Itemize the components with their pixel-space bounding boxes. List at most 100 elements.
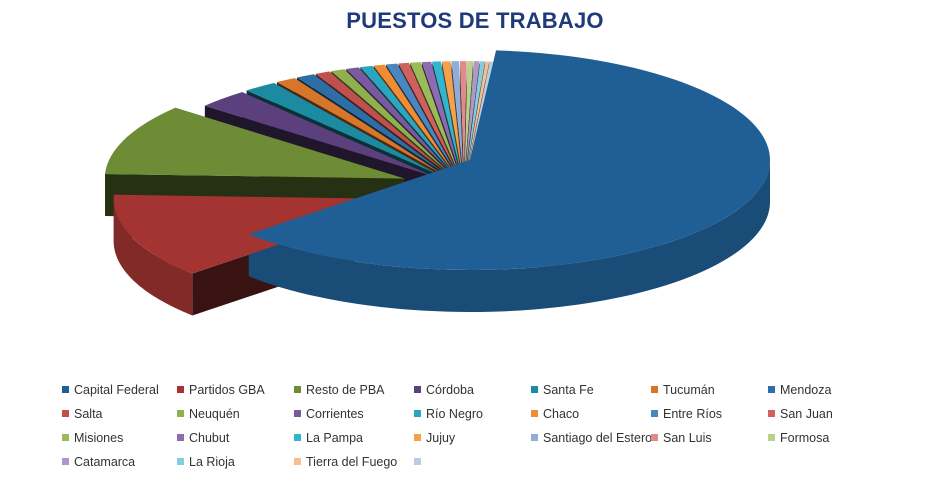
pie-slice-san-juan [398, 62, 457, 172]
pie-slice-neuquén [331, 69, 449, 173]
legend-swatch [414, 458, 421, 466]
pie-slice-santa-fe [246, 83, 439, 175]
legend-swatch [414, 386, 421, 394]
legend-item-mendoza: Mendoza [768, 382, 831, 398]
legend-swatch [177, 434, 184, 442]
legend-label: Formosa [780, 431, 830, 445]
pie-slice-catamarca [465, 61, 480, 172]
legend-item-santiago-del-estero: Santiago del Estero [531, 430, 652, 446]
legend-swatch [414, 410, 421, 418]
legend-item-misiones: Misiones [62, 430, 123, 446]
legend-swatch [531, 434, 538, 442]
legend-item-san-juan: San Juan [768, 406, 833, 422]
legend-item-la-rioja: La Rioja [177, 454, 235, 470]
pie-slice-mendoza [296, 74, 445, 174]
legend-label: Chubut [189, 431, 230, 445]
pie-slice-entre-ríos [386, 63, 456, 172]
pie-wall-partidos-gba-0 [113, 199, 193, 316]
legend-item-neuquén: Neuquén [177, 406, 240, 422]
legend-label: Santa Fe [543, 383, 594, 397]
legend-label: Mendoza [780, 383, 832, 397]
legend-item-formosa: Formosa [768, 430, 829, 446]
legend-label: Salta [74, 407, 103, 421]
pie-slice-chubut [421, 61, 460, 172]
pie-slice-resto-de-pba [105, 107, 405, 179]
legend-label: Santiago del Estero [543, 431, 653, 445]
pie-slice-misiones [410, 62, 459, 172]
pie-slice-santiago-del-estero [451, 61, 463, 172]
pie-slice-río-negro [360, 65, 452, 172]
legend-label: La Pampa [306, 431, 363, 445]
pie-slice-córdoba [204, 92, 435, 177]
legend-label: La Rioja [189, 455, 235, 469]
legend-item-río-negro: Río Negro [414, 406, 483, 422]
legend-item-tierra-del-fuego: Tierra del Fuego [294, 454, 397, 470]
pie-slice-capital-federal [248, 50, 770, 270]
legend-swatch [62, 386, 69, 394]
legend-label: Partidos GBA [189, 383, 265, 397]
pie-slice-tucumán [276, 78, 443, 174]
legend-swatch [177, 458, 184, 466]
pie-slice-tierra-del-fuego [466, 61, 490, 172]
legend-swatch [294, 434, 301, 442]
legend-label: Córdoba [426, 383, 474, 397]
legend-label: Catamarca [74, 455, 136, 469]
legend-item-jujuy: Jujuy [414, 430, 455, 446]
legend-item-catamarca: Catamarca [62, 454, 135, 470]
legend-item-unlabeled [414, 454, 426, 470]
pie-slice-la-rioja [466, 61, 485, 172]
legend-swatch [531, 386, 538, 394]
legend-swatch [62, 434, 69, 442]
pie-top-faces [105, 50, 770, 274]
legend-item-salta: Salta [62, 406, 103, 422]
legend-item-capital-federal: Capital Federal [62, 382, 159, 398]
legend-label: Resto de PBA [306, 383, 385, 397]
legend-label: Entre Ríos [663, 407, 723, 421]
legend-swatch [177, 410, 184, 418]
legend-item-entre-ríos: Entre Ríos [651, 406, 722, 422]
legend-swatch [768, 434, 775, 442]
legend-swatch [62, 410, 69, 418]
legend-item-córdoba: Córdoba [414, 382, 474, 398]
pie-slice-salta [315, 71, 447, 173]
legend-swatch [294, 410, 301, 418]
pie-slice-la-pampa [432, 61, 461, 172]
legend-swatch [414, 434, 421, 442]
legend-swatch [62, 458, 69, 466]
legend-label: Capital Federal [74, 383, 159, 397]
legend-swatch [768, 410, 775, 418]
legend-swatch [651, 434, 658, 442]
legend-swatch [531, 410, 538, 418]
chart-title: PUESTOS DE TRABAJO [346, 8, 604, 33]
pie-slice-jujuy [441, 61, 462, 172]
legend-swatch [651, 410, 658, 418]
pie-slice-san-luis [460, 61, 467, 172]
legend-swatch [768, 386, 775, 394]
legend-label: San Luis [663, 431, 712, 445]
legend-label: San Juan [780, 407, 833, 421]
legend-label: Chaco [543, 407, 580, 421]
legend-item-resto-de-pba: Resto de PBA [294, 382, 385, 398]
legend-item-partidos-gba: Partidos GBA [177, 382, 265, 398]
legend-label: Tierra del Fuego [306, 455, 398, 469]
legend-swatch [651, 386, 658, 394]
legend-label: Río Negro [426, 407, 483, 421]
legend-item-corrientes: Corrientes [294, 406, 364, 422]
pie-slice-formosa [464, 61, 474, 172]
legend-swatch [177, 386, 184, 394]
pie-slice-chaco [373, 64, 454, 172]
legend-item-san-luis: San Luis [651, 430, 712, 446]
legend-label: Corrientes [306, 407, 364, 421]
pie-slice-corrientes [346, 67, 451, 173]
legend-swatch [294, 386, 301, 394]
legend-label: Jujuy [426, 431, 456, 445]
legend-label: Neuquén [189, 407, 240, 421]
legend-label: Tucumán [663, 383, 715, 397]
pie-wall-capital-federal-0 [248, 160, 770, 313]
legend-item-santa-fe: Santa Fe [531, 382, 594, 398]
legend-label: Misiones [74, 431, 124, 445]
legend-item-chubut: Chubut [177, 430, 229, 446]
legend-item-la-pampa: La Pampa [294, 430, 363, 446]
legend-swatch [294, 458, 301, 466]
